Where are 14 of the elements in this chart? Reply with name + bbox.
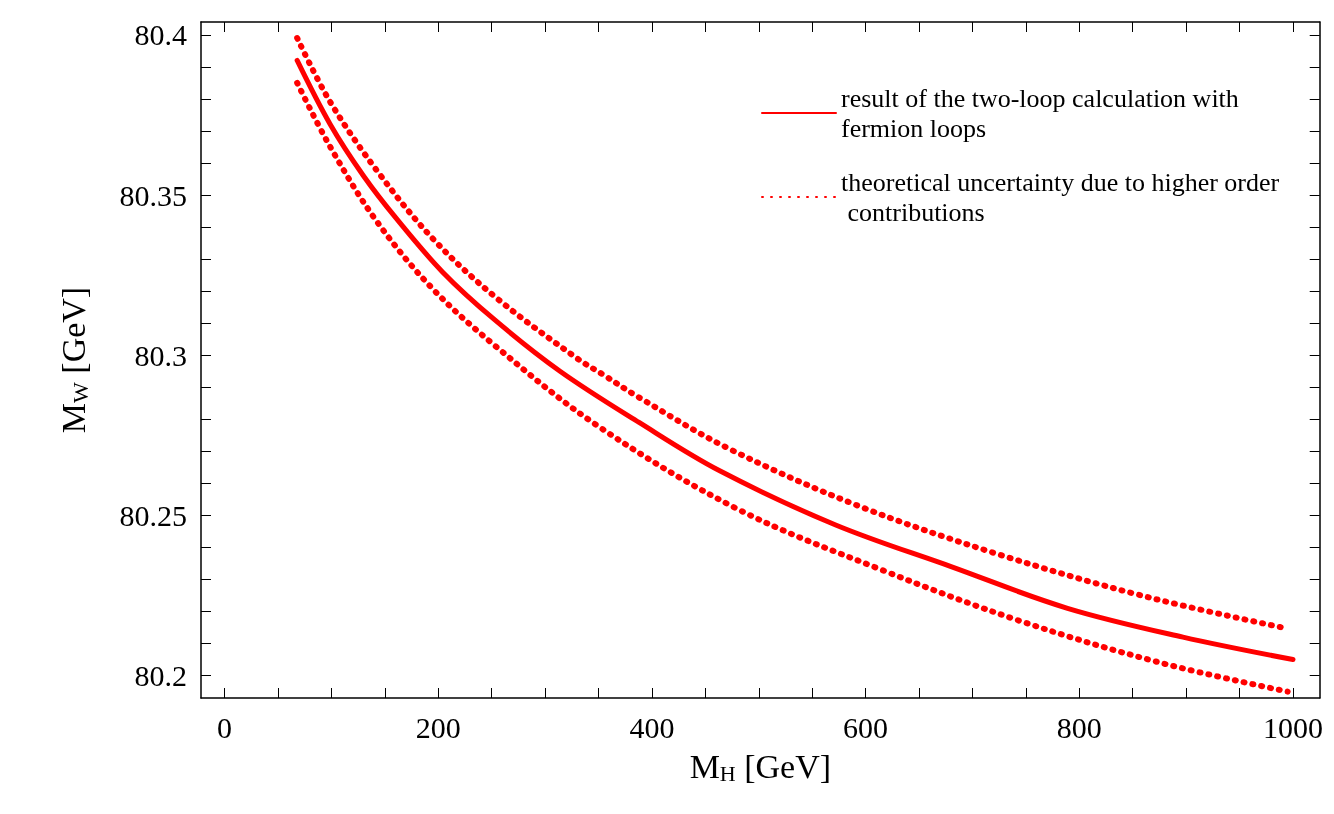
y-tick-label: 80.4 xyxy=(134,18,187,52)
y-tick-label: 80.3 xyxy=(134,338,187,372)
legend-label: theoretical uncertainty due to higher order contributions xyxy=(841,167,1280,227)
x-tick-label: 0 xyxy=(217,710,233,744)
y-tick-label: 80.35 xyxy=(119,178,187,212)
x-tick-label: 200 xyxy=(415,710,461,744)
x-tick-label: 1000 xyxy=(1263,710,1323,744)
y-tick-label: 80.2 xyxy=(134,659,187,693)
y-tick-label: 80.25 xyxy=(119,498,187,532)
legend-label: result of the two-loop calculation with fermion loops xyxy=(841,83,1246,143)
x-tick-label: 800 xyxy=(1056,710,1102,744)
y-axis-title: MW [GeV] xyxy=(54,286,93,434)
x-tick-label: 400 xyxy=(629,710,675,744)
x-tick-label: 600 xyxy=(843,710,889,744)
